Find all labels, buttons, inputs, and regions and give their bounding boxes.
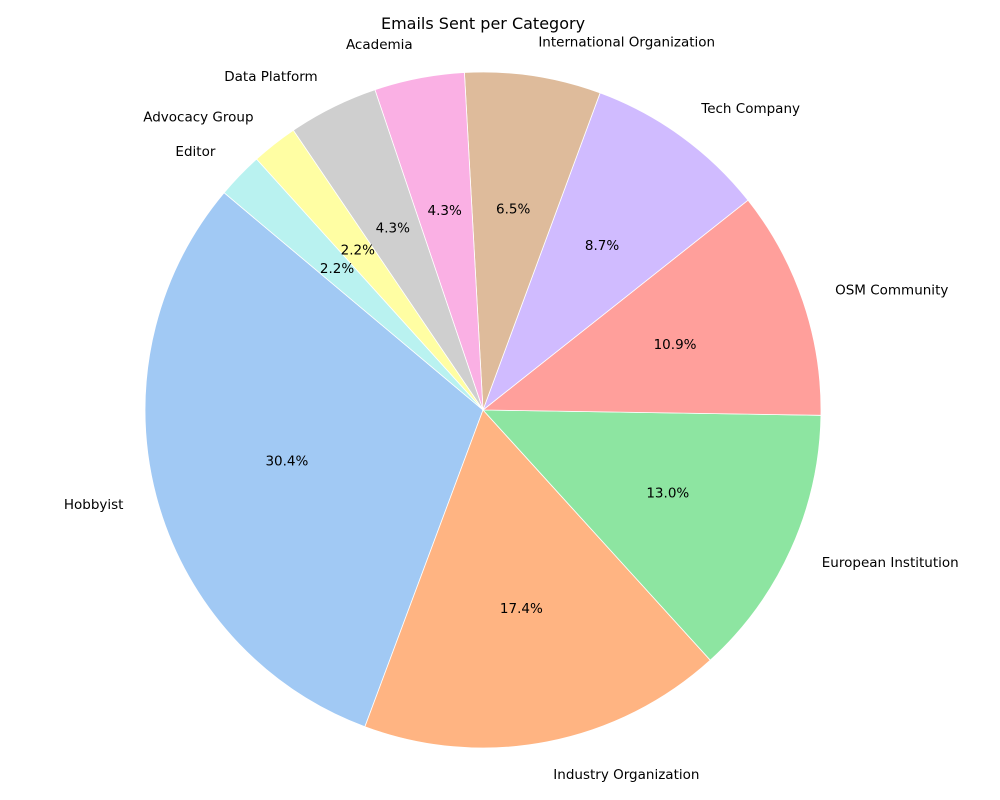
slice-industry-organization [364,409,711,749]
pie-slices [144,71,822,749]
label-osm-community: OSM Community [835,283,948,299]
pct-industry-organization: 17.4% [500,601,543,617]
pct-international-organization: 6.5% [496,201,530,217]
label-european-institution: European Institution [822,555,959,571]
label-academia: Academia [346,37,413,53]
slice-osm-community [481,199,822,416]
label-editor: Editor [175,144,215,160]
pct-osm-community: 10.9% [654,337,697,353]
slice-international-organization [463,71,601,411]
pie-labels: Hobbyist 30.4% Industry Organization 17.4% E… [64,34,959,783]
label-hobbyist: Hobbyist [64,497,124,513]
label-international-organization: International Organization [538,34,715,50]
pct-hobbyist: 30.4% [265,454,308,470]
pct-editor: 2.2% [320,261,354,277]
label-data-platform: Data Platform [224,69,317,85]
slice-european-institution [482,409,822,661]
pct-european-institution: 13.0% [646,486,689,502]
pct-tech-company: 8.7% [585,238,619,254]
label-industry-organization: Industry Organization [553,767,699,783]
slice-tech-company [482,92,749,412]
slice-hobbyist [144,192,484,728]
pct-data-platform: 4.3% [376,220,410,236]
label-tech-company: Tech Company [700,101,800,117]
pct-advocacy-group: 2.2% [341,242,375,258]
slice-editor [223,158,484,411]
label-advocacy-group: Advocacy Group [143,109,253,125]
pct-academia: 4.3% [427,203,461,219]
chart-title: Emails Sent per Category [381,14,585,33]
